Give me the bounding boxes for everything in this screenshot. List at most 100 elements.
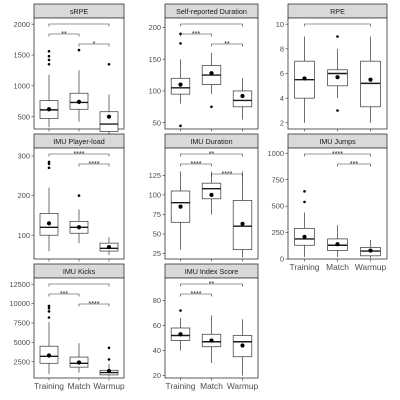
y-tick-label: 8 xyxy=(280,44,284,53)
x-tick-label: Match xyxy=(68,381,91,391)
box-match xyxy=(201,315,222,363)
y-tick-label: 12500 xyxy=(9,280,30,289)
y-tick-label: 200 xyxy=(18,191,30,200)
mean-point xyxy=(302,234,307,239)
outlier-point xyxy=(47,160,51,164)
outlier-point xyxy=(210,105,213,109)
panel-imu-kicks: IMU Kicks 2500 5000 7500 10000 12500 Training M… xyxy=(9,263,125,391)
panel-title: sRPE xyxy=(70,7,89,16)
y-tick-label: 750 xyxy=(272,175,284,184)
y-tick-label: 10 xyxy=(276,20,284,29)
significance-bracket xyxy=(180,293,212,297)
mean-point xyxy=(302,76,307,81)
box-warmup xyxy=(232,171,253,258)
mean-point xyxy=(209,71,214,76)
y-tick-label: 500 xyxy=(272,202,284,211)
mean-point xyxy=(76,360,82,365)
significance-bracket xyxy=(180,163,212,167)
box-match xyxy=(69,48,89,122)
mean-point xyxy=(76,99,82,104)
outlier-point xyxy=(47,304,51,308)
panel-title: IMU Index Score xyxy=(185,267,239,276)
outlier-point xyxy=(47,58,51,62)
significance-bracket xyxy=(304,23,371,27)
outlier-point xyxy=(336,35,339,38)
outlier-point xyxy=(47,166,51,170)
mean-point xyxy=(178,204,183,209)
outlier-point xyxy=(179,124,182,128)
box-training xyxy=(170,309,191,351)
y-tick-label: 0 xyxy=(280,255,284,264)
significance-bracket xyxy=(48,23,110,27)
outlier-point xyxy=(107,358,111,361)
mean-point xyxy=(178,332,183,337)
box-warmup xyxy=(99,62,119,141)
box-match xyxy=(69,194,89,244)
significance-label: **** xyxy=(191,161,202,168)
significance-label: *** xyxy=(60,291,68,298)
significance-bracket xyxy=(304,153,371,157)
panel-title: IMU Duration xyxy=(190,137,232,146)
panel-title: IMU Jumps xyxy=(319,137,356,146)
box-warmup xyxy=(99,237,119,256)
y-tick-label: 2500 xyxy=(14,357,30,366)
box-training xyxy=(170,171,191,250)
significance-bracket xyxy=(48,293,80,297)
outlier-point xyxy=(47,50,51,53)
box-training xyxy=(39,304,59,375)
y-tick-label: 25 xyxy=(153,249,161,258)
mean-point xyxy=(335,242,340,247)
mean-point xyxy=(209,338,214,343)
mean-point xyxy=(240,93,245,99)
box-match xyxy=(69,343,89,373)
y-tick-label: 100 xyxy=(149,87,161,96)
mean-point xyxy=(106,368,112,374)
box-warmup xyxy=(360,239,381,258)
outlier-point xyxy=(303,200,306,204)
significance-bracket xyxy=(48,153,110,157)
panel-imu-index-score: IMU Index Score 20 40 60 80 Training Match Warm… xyxy=(153,263,259,391)
y-tick-label: 500 xyxy=(18,112,30,121)
outlier-point xyxy=(336,109,339,112)
mean-point xyxy=(46,221,52,226)
y-tick-label: 1000 xyxy=(268,149,284,158)
outlier-point xyxy=(77,48,81,52)
box-warmup xyxy=(232,78,253,120)
box-training xyxy=(39,50,59,128)
outlier-point xyxy=(47,54,51,58)
box-training xyxy=(39,160,59,252)
panel-title: IMU Kicks xyxy=(63,267,96,276)
outlier-point xyxy=(47,310,51,313)
significance-label: ** xyxy=(224,41,230,48)
iqr-box xyxy=(99,111,119,132)
mean-point xyxy=(46,353,52,358)
outlier-point xyxy=(47,316,51,319)
y-tick-label: 100 xyxy=(149,191,161,200)
box-training xyxy=(294,36,315,123)
y-tick-label: 250 xyxy=(272,228,284,237)
y-tick-label: 100 xyxy=(18,231,30,240)
significance-label: ** xyxy=(61,31,67,38)
significance-label: **** xyxy=(332,151,343,158)
x-tick-label: Training xyxy=(290,262,320,272)
box-training xyxy=(170,32,191,128)
panel-imu-jumps: IMU Jumps 0 250 500 750 1000 Training Match Warm… xyxy=(268,133,388,272)
outlier-point xyxy=(303,190,306,193)
significance-label: ** xyxy=(209,281,215,288)
mean-point xyxy=(368,248,373,253)
y-tick-label: 4 xyxy=(280,94,284,103)
y-tick-label: 75 xyxy=(153,210,161,219)
mean-point xyxy=(335,75,340,80)
significance-bracket xyxy=(180,283,243,287)
significance-label: **** xyxy=(74,151,85,158)
iqr-box xyxy=(232,90,253,108)
y-tick-label: 1500 xyxy=(14,51,30,60)
mean-point xyxy=(209,192,214,198)
significance-bracket xyxy=(180,153,243,157)
y-tick-label: 40 xyxy=(153,346,161,355)
mean-point xyxy=(178,82,183,87)
mean-point xyxy=(106,245,112,250)
significance-label: **** xyxy=(191,291,202,298)
